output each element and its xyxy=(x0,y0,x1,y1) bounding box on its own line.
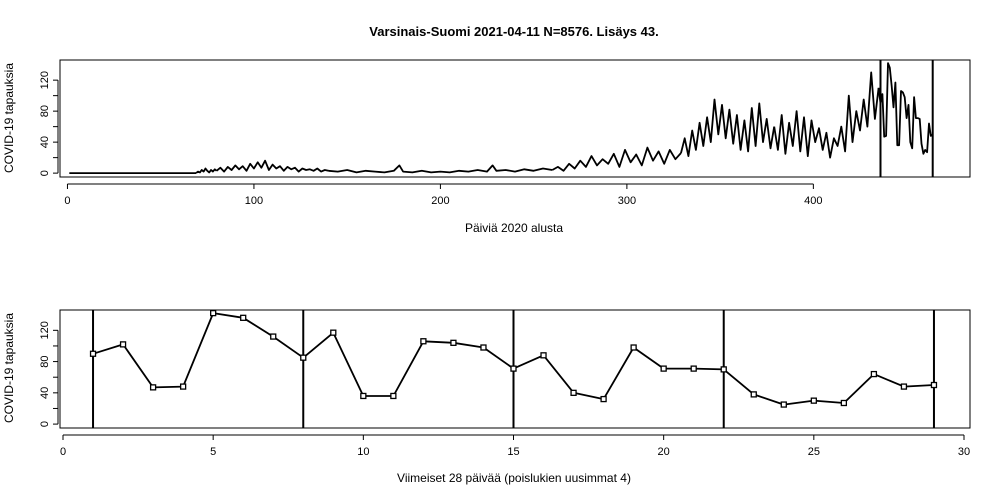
data-point xyxy=(300,354,307,361)
data-point xyxy=(240,314,247,321)
data-point xyxy=(540,352,547,359)
data-point xyxy=(870,370,878,378)
data-point xyxy=(570,389,577,396)
y-tick-label: 120 xyxy=(39,71,51,89)
y-tick-label: 120 xyxy=(39,321,51,339)
panel-frame xyxy=(59,309,971,429)
y-tick-label: 40 xyxy=(39,387,51,399)
x-tick-label: 10 xyxy=(357,446,369,458)
data-point xyxy=(750,391,757,398)
x-tick-label: 15 xyxy=(507,446,519,458)
data-point xyxy=(840,399,848,407)
reference-lines xyxy=(879,60,934,177)
series-line-segment xyxy=(877,62,934,155)
data-points xyxy=(89,309,938,408)
x-axis: 0 5 10 15 20 25 30 xyxy=(60,434,970,458)
x-axis: 0 100 200 300 400 xyxy=(64,183,823,207)
x-axis-label: Viimeiset 28 päivää (poislukien uusimmat… xyxy=(397,471,631,485)
data-point xyxy=(900,383,908,390)
series-line-segment xyxy=(195,167,218,174)
y-tick-label: 80 xyxy=(39,355,51,367)
x-tick-label: 5 xyxy=(210,446,216,458)
data-point xyxy=(149,384,157,391)
x-axis-label: Päiviä 2020 alusta xyxy=(465,221,563,235)
data-point xyxy=(179,383,187,390)
data-point xyxy=(390,392,397,400)
series-line-segment xyxy=(551,146,682,172)
panel-frame xyxy=(59,59,971,178)
y-tick-label: 80 xyxy=(39,105,51,117)
series-daily-cases xyxy=(69,62,934,175)
x-tick-label: 200 xyxy=(431,195,449,207)
y-axis: 0 40 80 120 xyxy=(39,321,59,427)
panel-all-days: 0 100 200 300 400 0 40 80 120 Päiviä 2020 alust… xyxy=(2,59,971,235)
data-point xyxy=(210,309,217,317)
series-line-segment xyxy=(773,71,880,159)
data-point xyxy=(810,397,817,404)
x-tick-label: 300 xyxy=(618,195,636,207)
y-tick-label: 0 xyxy=(39,421,51,427)
x-tick-label: 400 xyxy=(804,195,822,207)
data-point xyxy=(930,381,938,389)
x-tick-label: 100 xyxy=(245,195,263,207)
y-tick-label: 40 xyxy=(39,136,51,148)
series-line-segment xyxy=(680,98,776,158)
data-point xyxy=(780,401,787,408)
x-tick-label: 0 xyxy=(60,446,66,458)
data-point xyxy=(690,365,697,372)
data-point xyxy=(480,344,487,351)
data-point xyxy=(360,392,367,400)
data-point xyxy=(720,366,727,373)
data-point xyxy=(660,365,667,372)
data-point xyxy=(630,344,637,351)
series-line-segment xyxy=(328,164,553,174)
data-point xyxy=(270,333,277,340)
y-axis: 0 40 80 120 xyxy=(39,71,59,176)
data-point xyxy=(510,365,517,372)
x-tick-label: 30 xyxy=(958,446,970,458)
data-point xyxy=(600,395,607,403)
data-point xyxy=(330,329,337,336)
data-point xyxy=(450,339,457,346)
x-tick-label: 0 xyxy=(64,195,70,207)
y-axis-label: COVID-19 tapauksia xyxy=(2,63,16,173)
y-axis-label: COVID-19 tapauksia xyxy=(2,313,16,423)
x-tick-label: 20 xyxy=(658,446,670,458)
data-point xyxy=(119,341,127,348)
x-tick-label: 25 xyxy=(808,446,820,458)
chart-title: Varsinais-Suomi 2021-04-11 N=8576. Lisäy… xyxy=(369,24,658,39)
panel-last-28-days: 0 5 10 15 20 25 30 0 40 80 120 Viimeiset 28 päivä… xyxy=(2,309,971,485)
series-line-segment xyxy=(216,159,329,173)
data-point xyxy=(420,338,427,345)
data-point xyxy=(89,350,97,357)
y-tick-label: 0 xyxy=(39,170,51,176)
